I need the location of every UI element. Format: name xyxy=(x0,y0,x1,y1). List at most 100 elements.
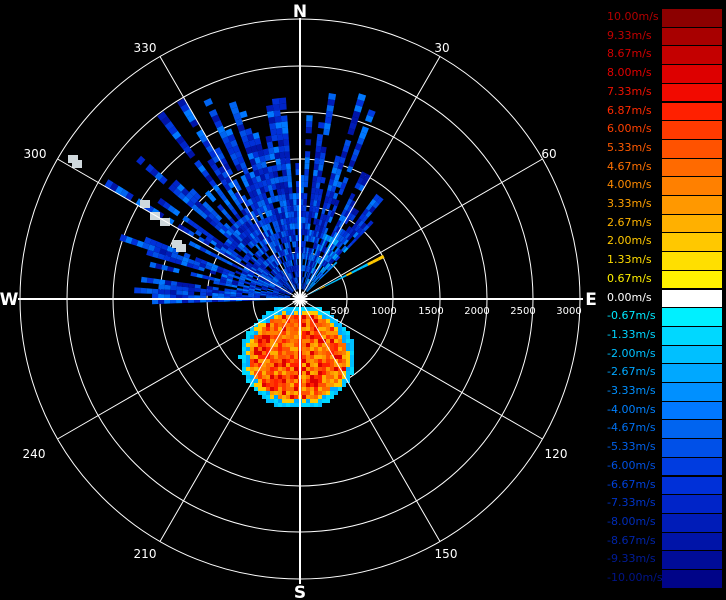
echo-cell xyxy=(224,176,232,184)
echo-cell xyxy=(286,307,290,311)
echo-cell xyxy=(311,230,315,237)
echo-cell xyxy=(302,371,306,375)
echo-cell xyxy=(270,271,276,277)
echo-cell xyxy=(337,250,343,256)
range-label-500: 500 xyxy=(330,306,349,317)
echo-cell xyxy=(302,403,306,407)
echo-cell xyxy=(317,257,322,264)
echo-cell xyxy=(284,275,289,281)
echo-cell xyxy=(272,214,278,221)
echo-cell xyxy=(296,253,299,260)
echo-cell xyxy=(315,206,320,213)
echo-cell xyxy=(306,355,310,359)
echo-cell xyxy=(292,193,297,200)
echo-cell xyxy=(157,111,168,121)
echo-cell xyxy=(274,276,280,281)
echo-cell xyxy=(350,347,354,351)
echo-cell xyxy=(308,247,311,254)
range-label-1500: 1500 xyxy=(418,306,443,317)
echo-cell xyxy=(243,246,250,253)
echo-cell xyxy=(294,355,298,359)
echo-cell xyxy=(314,367,318,371)
echo-cell xyxy=(188,291,195,296)
echo-cell xyxy=(310,363,314,367)
echo-cell xyxy=(314,363,318,367)
echo-cell xyxy=(239,224,246,232)
echo-cell xyxy=(246,363,250,367)
legend-row: 9.33m/s xyxy=(606,27,722,46)
echo-cell xyxy=(254,347,258,351)
echo-cell xyxy=(242,347,246,351)
legend-swatch xyxy=(662,65,722,83)
echo-cell xyxy=(283,283,289,289)
echo-cell xyxy=(330,347,334,351)
echo-cell xyxy=(290,387,294,391)
echo-cell xyxy=(261,218,267,226)
echo-cell xyxy=(293,277,297,284)
legend-swatch xyxy=(662,439,722,457)
echo-cell xyxy=(322,399,326,403)
echo-cell xyxy=(326,235,331,242)
echo-cell xyxy=(262,391,266,395)
echo-cell xyxy=(206,205,214,213)
echo-cell xyxy=(262,284,269,288)
echo-cell xyxy=(281,277,286,283)
echo-cell xyxy=(152,293,159,299)
echo-cell xyxy=(286,223,291,231)
echo-cell xyxy=(264,224,270,231)
echo-cell xyxy=(334,331,338,335)
echo-cell xyxy=(245,127,253,136)
echo-cell xyxy=(262,323,266,327)
echo-cell xyxy=(265,203,271,211)
echo-cell xyxy=(312,242,316,249)
legend-swatch xyxy=(662,252,722,270)
echo-cell xyxy=(230,253,237,259)
echo-cell xyxy=(321,253,326,260)
echo-cell xyxy=(272,297,279,299)
echo-cell xyxy=(274,371,278,375)
echo-cell xyxy=(167,266,174,272)
echo-cell xyxy=(304,169,310,176)
echo-cell xyxy=(261,288,268,291)
echo-cell xyxy=(346,198,353,206)
echo-cell xyxy=(270,387,274,391)
legend-row: -6.67m/s xyxy=(606,476,722,495)
echo-cell xyxy=(335,168,342,176)
echo-cell xyxy=(314,379,318,383)
echo-cell xyxy=(195,208,204,216)
legend-swatch xyxy=(662,476,722,495)
echo-cell xyxy=(278,311,282,315)
echo-cell xyxy=(230,242,238,249)
echo-cell xyxy=(334,355,338,359)
echo-cell xyxy=(234,198,241,207)
echo-cell xyxy=(232,158,240,166)
echo-cell xyxy=(330,359,334,363)
echo-cell xyxy=(276,245,281,252)
echo-cell xyxy=(230,291,237,295)
echo-cell xyxy=(287,248,291,255)
echo-cell xyxy=(290,347,294,351)
echo-cell xyxy=(308,291,315,295)
echo-cell xyxy=(326,264,332,271)
echo-cell xyxy=(327,249,333,256)
echo-cell xyxy=(285,157,291,164)
echo-cell xyxy=(288,193,293,200)
echo-cell xyxy=(281,212,286,219)
echo-cell xyxy=(318,273,324,279)
echo-cell xyxy=(294,387,298,391)
echo-cell xyxy=(160,243,169,251)
echo-cell xyxy=(282,285,288,290)
echo-cell xyxy=(308,235,312,242)
echo-cell xyxy=(266,294,273,297)
echo-cell xyxy=(334,323,338,327)
echo-cell xyxy=(278,347,282,351)
echo-cell xyxy=(281,163,287,171)
echo-cell xyxy=(215,254,223,261)
echo-cell xyxy=(290,367,294,371)
echo-cell xyxy=(164,299,171,304)
echo-cell xyxy=(290,253,294,260)
echo-cell xyxy=(278,292,285,296)
echo-cell xyxy=(238,233,246,240)
echo-cell xyxy=(338,387,342,391)
echo-cell xyxy=(172,208,181,217)
